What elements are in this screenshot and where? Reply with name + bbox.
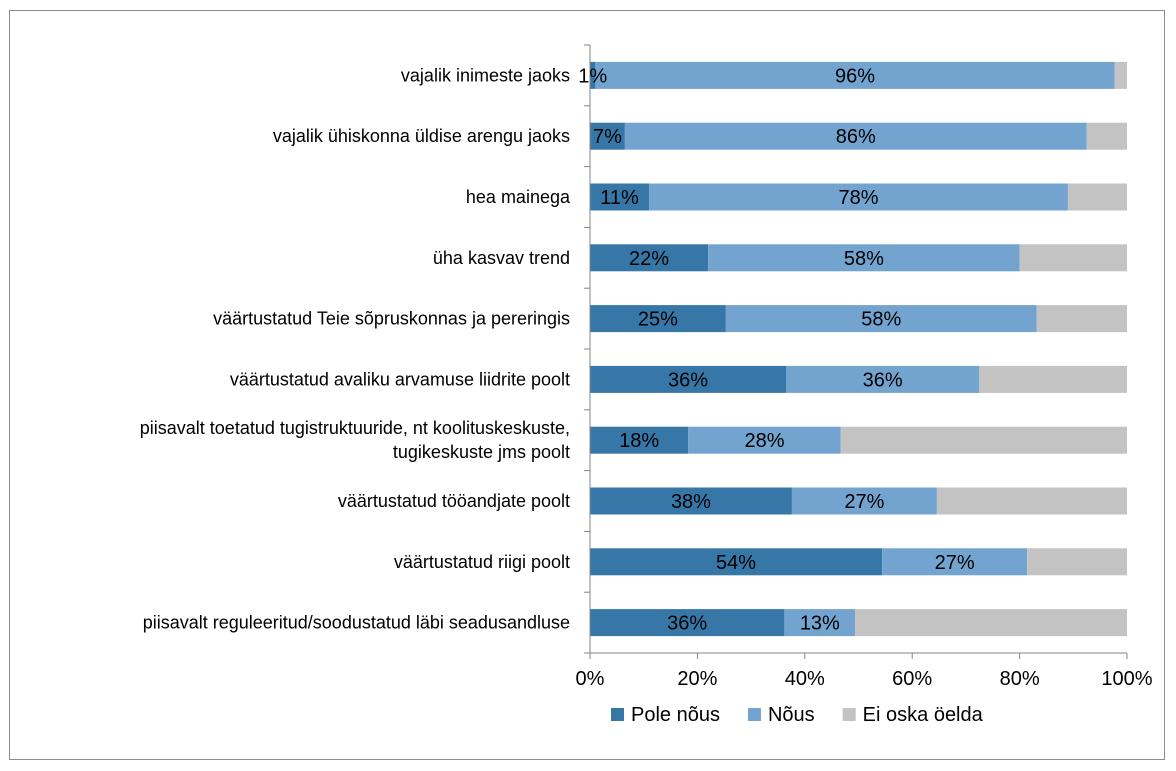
category-label-8: väärtustatud tööandjate poolt: [338, 491, 570, 511]
data-label-2-4: 58%: [844, 248, 884, 270]
category-label-4: üha kasvav trend: [433, 248, 570, 268]
data-label-1-5: 25%: [638, 309, 678, 331]
bar-ei-oska-öelda-6: [979, 365, 1127, 393]
bar-ei-oska-öelda-2: [1086, 122, 1127, 150]
x-tick-label-3: 40%: [785, 668, 825, 690]
bar-nõus-9: [882, 548, 1028, 576]
bar-ei-oska-öelda-5: [1036, 305, 1127, 333]
bar-ei-oska-öelda-1: [1114, 61, 1127, 89]
legend-label-2: Nõus: [768, 704, 815, 726]
bar-pole-nõus-7: [590, 426, 689, 454]
bar-pole-nõus-1: [590, 61, 596, 89]
legend-label-1: Pole nõus: [631, 704, 720, 726]
data-label-2-6: 36%: [863, 369, 903, 391]
chart-frame: 0% 20% 40% 60% 80% 100% 1% 96% 7% 86% 11% 78% 22% 58…: [9, 10, 1165, 760]
bar-ei-oska-öelda-3: [1067, 183, 1127, 211]
data-label-1-2: 7%: [593, 126, 622, 148]
bar-ei-oska-öelda-4: [1019, 244, 1127, 272]
category-label-7-line-2: tugikeskuste jms poolt: [393, 442, 570, 462]
bar-pole-nõus-4: [590, 244, 709, 272]
bar-nõus-1: [595, 61, 1115, 89]
data-label-1-9: 54%: [716, 552, 756, 574]
x-tick-label-1: 0%: [576, 668, 605, 690]
data-label-1-8: 38%: [671, 491, 711, 513]
data-label-1-1: 1%: [578, 65, 607, 87]
bar-pole-nõus-2: [590, 122, 625, 150]
legend: Pole nõus Nõus Ei oska öelda: [611, 704, 984, 726]
data-label-2-3: 78%: [838, 187, 878, 209]
category-label-5: väärtustatud Teie sõpruskonnas ja pereri…: [213, 309, 570, 329]
bar-ei-oska-öelda-10: [855, 609, 1127, 637]
bar-pole-nõus-3: [590, 183, 650, 211]
data-label-2-2: 86%: [836, 126, 876, 148]
category-label-6: väärtustatud avaliku arvamuse liidrite p…: [230, 369, 570, 389]
bar-nõus-4: [708, 244, 1020, 272]
legend-swatch-1: [611, 708, 624, 721]
bar-ei-oska-öelda-9: [1027, 548, 1127, 576]
category-label-1: vajalik inimeste jaoks: [401, 65, 570, 85]
data-label-2-8: 27%: [844, 491, 884, 513]
axis-layer: 0% 20% 40% 60% 80% 100%: [576, 44, 1153, 690]
labels-layer: 1% 96% 7% 86% 11% 78% 22% 58% 25% 58% 36% 36% 18% 28%…: [140, 65, 975, 634]
data-label-2-1: 96%: [835, 65, 875, 87]
bar-pole-nõus-10: [590, 609, 785, 637]
category-label-9: väärtustatud riigi poolt: [394, 552, 570, 572]
data-label-1-4: 22%: [629, 248, 669, 270]
data-label-1-3: 11%: [600, 187, 639, 209]
bars-layer: [590, 61, 1127, 637]
data-label-2-9: 27%: [935, 552, 975, 574]
bar-nõus-6: [786, 365, 980, 393]
x-tick-label-5: 80%: [1000, 668, 1040, 690]
data-label-2-10: 13%: [800, 613, 840, 635]
bar-nõus-5: [725, 305, 1037, 333]
category-label-10: piisavalt reguleeritud/soodustatud läbi …: [143, 613, 570, 633]
category-label-3: hea mainega: [466, 187, 571, 207]
legend-label-3: Ei oska öelda: [863, 704, 984, 726]
data-label-2-7: 28%: [745, 430, 785, 452]
x-tick-label-2: 20%: [677, 668, 717, 690]
category-label-2: vajalik ühiskonna üldise arengu jaoks: [273, 126, 570, 146]
legend-swatch-3: [842, 708, 856, 721]
bar-pole-nõus-9: [590, 548, 883, 576]
x-tick-label-6: 100%: [1101, 668, 1152, 690]
data-label-2-5: 58%: [861, 309, 901, 331]
bar-pole-nõus-8: [590, 487, 792, 515]
data-label-1-7: 18%: [619, 430, 659, 452]
data-label-1-10: 36%: [667, 613, 707, 635]
legend-swatch-2: [747, 708, 761, 721]
bar-ei-oska-öelda-7: [840, 426, 1127, 454]
bar-nõus-8: [791, 487, 937, 515]
bar-nõus-7: [688, 426, 841, 454]
category-label-7-line-1: piisavalt toetatud tugistruktuuride, nt …: [140, 418, 570, 438]
bar-pole-nõus-5: [590, 305, 726, 333]
bar-ei-oska-öelda-8: [936, 487, 1127, 515]
bar-nõus-3: [649, 183, 1068, 211]
data-label-1-6: 36%: [668, 369, 708, 391]
bar-pole-nõus-6: [590, 365, 786, 393]
bar-nõus-10: [784, 609, 856, 637]
bar-nõus-2: [624, 122, 1087, 150]
x-tick-label-4: 60%: [892, 668, 932, 690]
stacked-bar-chart: 0% 20% 40% 60% 80% 100% 1% 96% 7% 86% 11% 78% 22% 58…: [140, 44, 1153, 726]
